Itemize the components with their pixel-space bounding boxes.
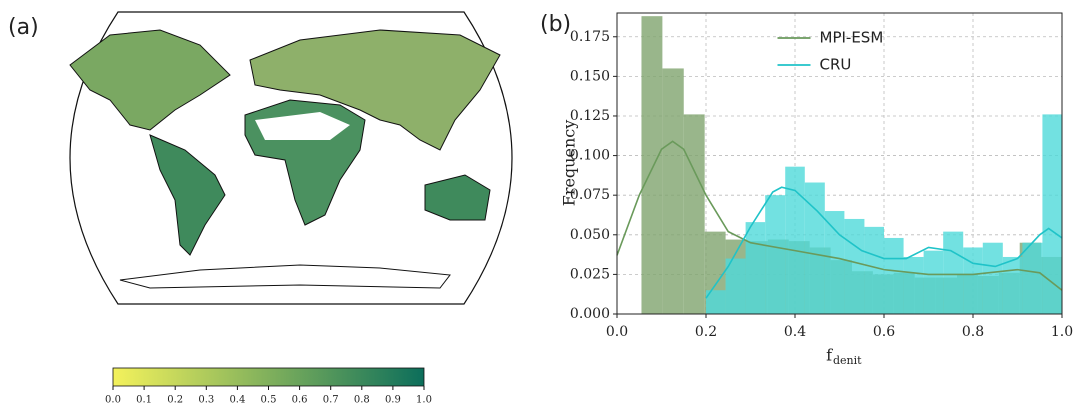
colorbar-tick-label: 0.8 — [354, 395, 370, 406]
histogram-bar — [982, 242, 1003, 314]
x-tick-label: 0.4 — [784, 324, 806, 340]
x-tick-label: 0.8 — [962, 324, 984, 340]
histogram-bar — [884, 237, 904, 314]
colorbar-tick-label: 0.5 — [261, 395, 277, 406]
colorbar-tick-label: 0.6 — [292, 395, 308, 406]
x-tick-label: 0.6 — [873, 324, 895, 340]
histogram-bar — [1002, 256, 1023, 314]
plot-frame — [616, 12, 1063, 315]
histogram-bar — [804, 182, 825, 314]
y-tick-label: 0.125 — [570, 108, 610, 124]
histogram-bar — [785, 166, 805, 314]
antarctica — [119, 264, 451, 289]
colorbar-tick-label: 0.2 — [167, 395, 183, 406]
colorbar-tick-label: 0.0 — [105, 395, 121, 406]
y-tick-label: 0.175 — [570, 29, 610, 45]
histogram-bar — [745, 222, 766, 314]
colorbar-tick-label: 0.1 — [136, 395, 152, 406]
histogram-bar — [683, 114, 705, 315]
histogram-bar — [864, 226, 884, 314]
histogram-bar — [765, 195, 786, 314]
x-axis-label-subscript: denit — [833, 354, 862, 367]
histogram-bar — [706, 290, 726, 314]
histogram-bar — [1042, 114, 1062, 315]
histogram-bar — [943, 231, 964, 314]
panel-label: (b) — [540, 12, 571, 37]
kde-line — [705, 186, 1063, 299]
x-tick-label: 1.0 — [1051, 324, 1073, 340]
histogram-bar — [824, 211, 845, 314]
histogram-bar — [923, 250, 944, 314]
y-axis-label: Frequency — [560, 120, 579, 207]
y-tick-label: 0.075 — [570, 187, 610, 203]
histogram-bar — [1022, 242, 1043, 314]
colorbar-tick-label: 0.4 — [229, 395, 245, 406]
x-tick-label: 0.2 — [695, 324, 717, 340]
y-tick-label: 0.050 — [570, 227, 610, 243]
y-tick-label: 0.025 — [570, 266, 610, 282]
australia — [424, 174, 491, 221]
y-tick-label: 0.100 — [570, 148, 610, 164]
histogram-bar — [662, 68, 684, 315]
colorbar — [112, 367, 425, 387]
histogram-bar — [963, 247, 983, 314]
histogram-bar — [844, 218, 865, 314]
north-america — [69, 29, 231, 131]
x-axis-label: f — [826, 346, 833, 365]
histogram-bar — [725, 258, 746, 314]
kde-line — [616, 140, 1063, 291]
legend-label: CRU — [820, 56, 852, 74]
south-america — [149, 134, 226, 256]
x-tick-label: 0.0 — [606, 324, 628, 340]
colorbar-tick-label: 0.3 — [198, 395, 214, 406]
map — [69, 11, 513, 305]
eurasia — [249, 29, 501, 151]
colorbar-tick-label: 1.0 — [416, 395, 432, 406]
y-tick-label: 0.000 — [570, 306, 610, 322]
panel-label: (a) — [8, 15, 39, 40]
y-tick-label: 0.150 — [570, 68, 610, 84]
colorbar-tick-label: 0.7 — [323, 395, 339, 406]
sahara — [255, 112, 350, 140]
legend-label: MPI-ESM — [820, 29, 884, 47]
colorbar-tick-label: 0.9 — [385, 395, 401, 406]
histogram-bar — [903, 256, 924, 314]
histogram-bar — [641, 16, 663, 314]
